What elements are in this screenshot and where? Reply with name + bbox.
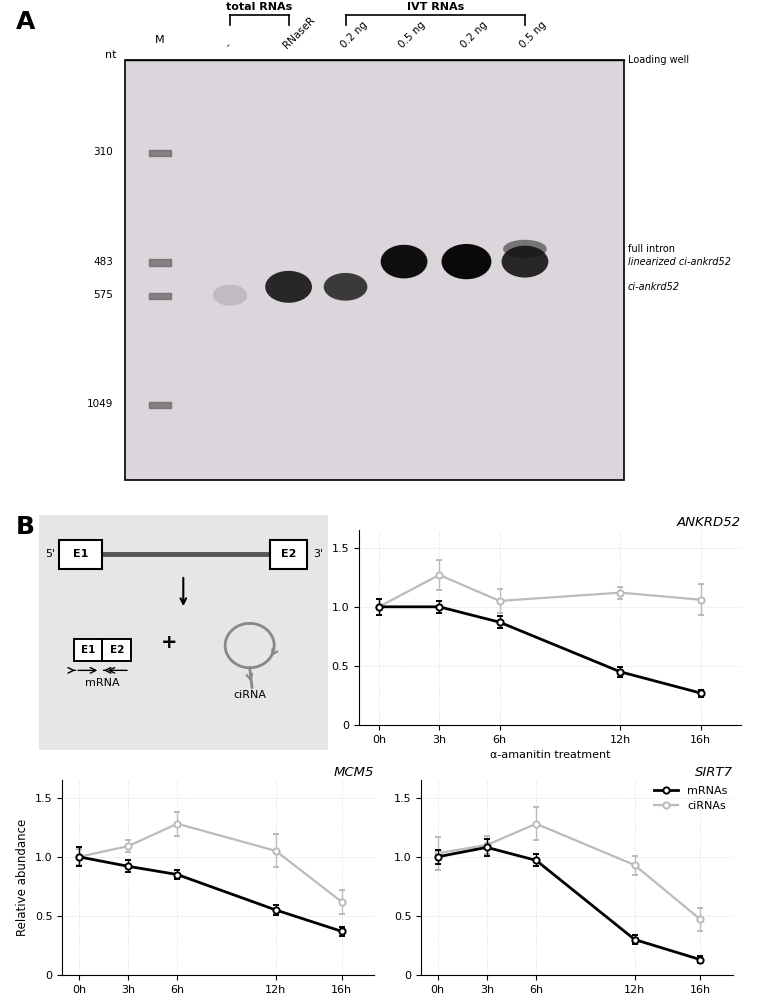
- Text: -: -: [223, 40, 232, 50]
- Text: IVT RNAs: IVT RNAs: [406, 2, 464, 12]
- Text: ANKRD52: ANKRD52: [677, 516, 741, 529]
- Bar: [149, 402, 171, 408]
- Text: Loading well: Loading well: [628, 55, 689, 65]
- Text: 575: 575: [94, 290, 113, 300]
- FancyBboxPatch shape: [32, 511, 332, 757]
- Text: nt: nt: [105, 50, 117, 60]
- Text: total RNAs: total RNAs: [226, 2, 292, 12]
- Text: 0.2 ng: 0.2 ng: [339, 20, 369, 50]
- Bar: [149, 293, 171, 299]
- Text: RNaseR: RNaseR: [282, 14, 317, 50]
- Text: full intron: full intron: [628, 244, 675, 254]
- FancyBboxPatch shape: [73, 639, 102, 661]
- Ellipse shape: [324, 273, 367, 301]
- Text: E2: E2: [110, 645, 124, 655]
- Text: 1049: 1049: [87, 399, 113, 409]
- Text: linearized ci-ankrd52: linearized ci-ankrd52: [628, 257, 731, 267]
- FancyBboxPatch shape: [59, 540, 102, 569]
- Text: 0.5 ng: 0.5 ng: [397, 20, 427, 50]
- Text: A: A: [16, 10, 35, 34]
- Text: E1: E1: [73, 549, 89, 559]
- Text: 310: 310: [94, 147, 113, 157]
- X-axis label: α-amanitin treatment: α-amanitin treatment: [490, 750, 610, 760]
- Text: 3': 3': [314, 549, 323, 559]
- Legend: mRNAs, ciRNAs: mRNAs, ciRNAs: [654, 786, 728, 811]
- Ellipse shape: [503, 240, 547, 258]
- Text: 0.5 ng: 0.5 ng: [518, 20, 548, 50]
- Y-axis label: Relative abundance: Relative abundance: [313, 569, 326, 686]
- Text: 483: 483: [94, 257, 113, 267]
- Ellipse shape: [441, 244, 491, 279]
- Ellipse shape: [502, 246, 548, 278]
- Ellipse shape: [213, 285, 247, 306]
- Text: ciRNA: ciRNA: [233, 690, 266, 700]
- Text: 5': 5': [44, 549, 55, 559]
- Text: 0.2 ng: 0.2 ng: [459, 20, 490, 50]
- Text: M: M: [155, 35, 165, 45]
- Text: ci-ankrd52: ci-ankrd52: [628, 282, 680, 292]
- Bar: [149, 150, 171, 156]
- Text: MCM5: MCM5: [334, 766, 374, 779]
- Text: SIRT7: SIRT7: [695, 766, 733, 779]
- Y-axis label: Relative abundance: Relative abundance: [16, 819, 30, 936]
- Text: +: +: [161, 633, 177, 652]
- Text: B: B: [16, 515, 34, 539]
- FancyBboxPatch shape: [270, 540, 307, 569]
- Bar: [149, 259, 171, 266]
- Text: E2: E2: [281, 549, 296, 559]
- Ellipse shape: [381, 245, 427, 278]
- Bar: [125, 60, 624, 480]
- Ellipse shape: [265, 271, 312, 303]
- Text: E1: E1: [81, 645, 95, 655]
- FancyBboxPatch shape: [102, 639, 131, 661]
- Text: mRNA: mRNA: [85, 678, 120, 688]
